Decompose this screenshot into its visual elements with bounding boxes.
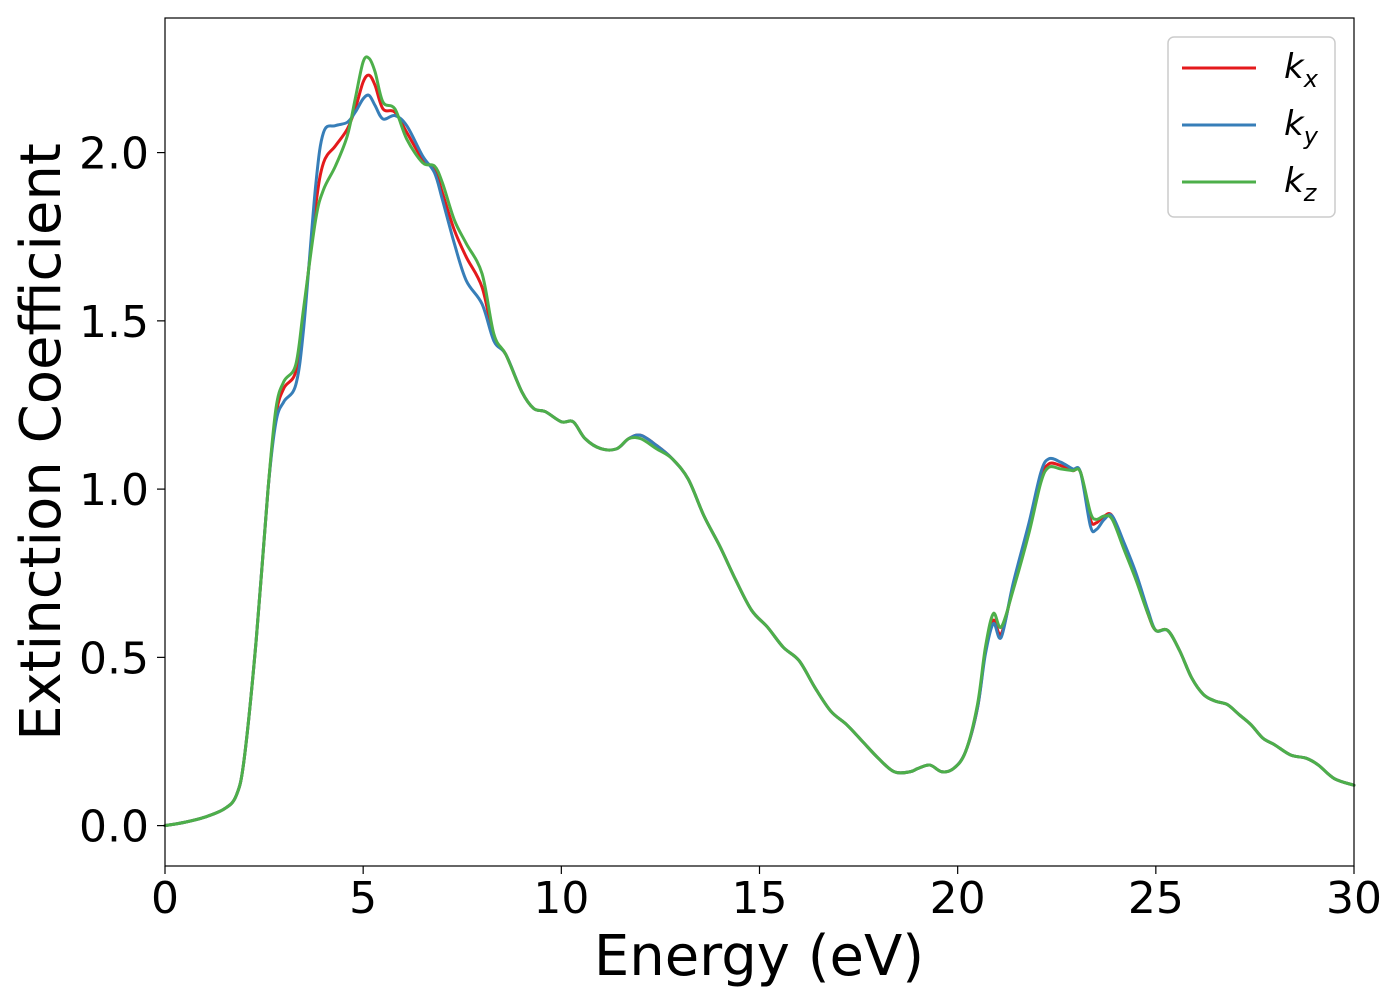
legend-label-subscript: y <box>1303 122 1319 150</box>
legend-label-kx: kx <box>1284 47 1319 93</box>
y-axis-ticks: 0.0 0.5 1.0 1.5 2.0 <box>79 129 165 853</box>
series-line-kz <box>163 55 1356 828</box>
x-tick-label: 5 <box>349 873 377 924</box>
legend-label-ky: ky <box>1284 104 1319 150</box>
y-tick-label: 0.0 <box>79 802 149 853</box>
x-tick-label: 10 <box>533 873 589 924</box>
y-tick-label: 2.0 <box>79 129 149 180</box>
y-tick-label: 1.0 <box>79 465 149 516</box>
x-tick-label: 15 <box>732 873 788 924</box>
x-tick-label: 20 <box>930 873 986 924</box>
x-tick-label: 25 <box>1128 873 1184 924</box>
x-tick-label: 30 <box>1326 873 1382 924</box>
x-axis-label: Energy (eV) <box>594 924 924 989</box>
y-axis-label: Extinction Coefficient <box>9 143 74 741</box>
y-tick-label: 1.5 <box>79 297 149 348</box>
x-tick-label: 0 <box>151 873 179 924</box>
plot-lines <box>163 55 1356 828</box>
x-axis-ticks: 0 5 10 15 20 25 30 <box>151 866 1382 924</box>
legend-frame <box>1167 36 1336 218</box>
y-tick-label: 0.5 <box>79 633 149 684</box>
legend-label-subscript: x <box>1303 65 1319 93</box>
legend-label-subscript: z <box>1303 179 1318 207</box>
